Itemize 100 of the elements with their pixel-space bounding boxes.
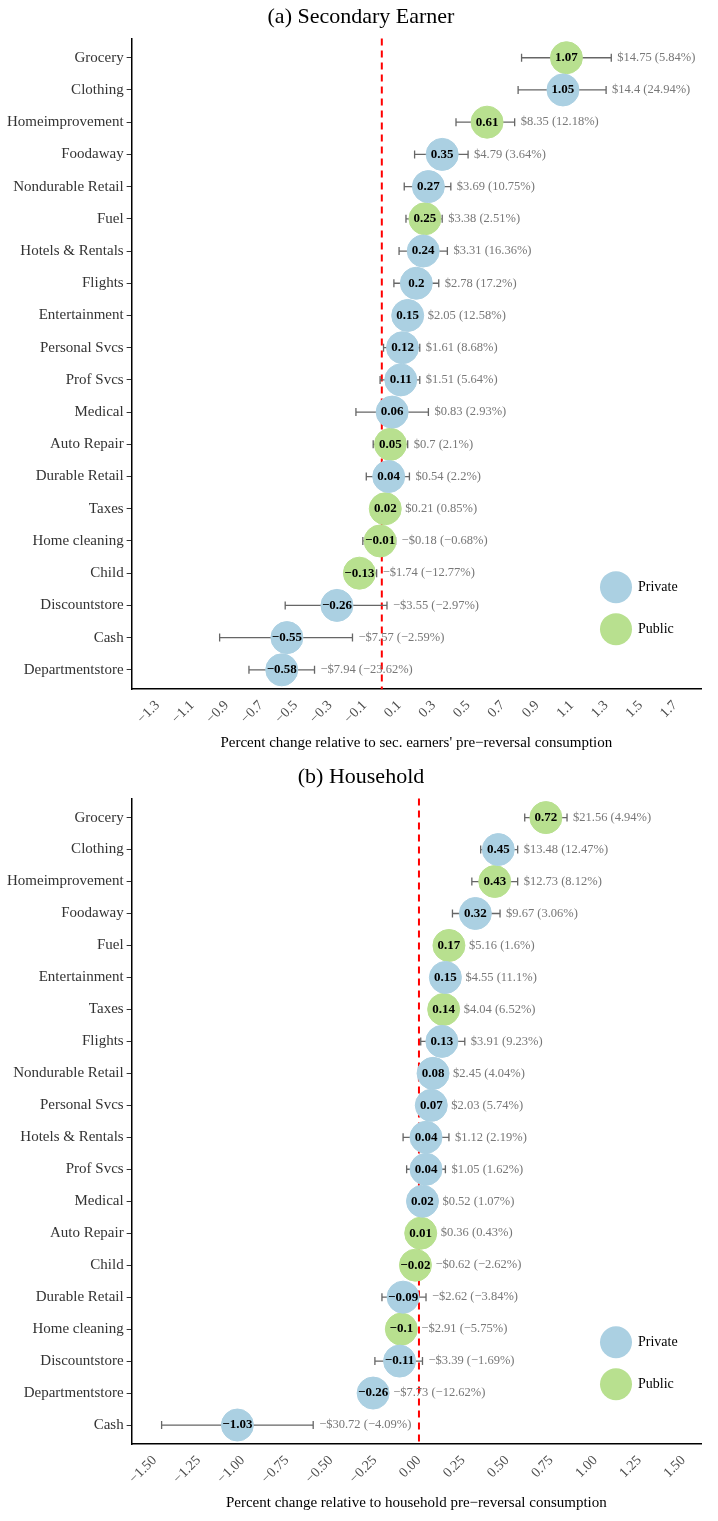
y-tick-label: Auto Repair	[49, 1224, 124, 1241]
y-tick-label: Personal Svcs	[39, 1096, 124, 1113]
data-label: 0.08	[421, 1064, 445, 1080]
legend-label: Public	[638, 620, 674, 636]
data-label: 0.25	[413, 210, 437, 226]
y-tick-label: Personal Svcs	[39, 338, 124, 355]
annotation: $5.16 (1.6%)	[468, 937, 535, 952]
x-tick-label: −0.5	[271, 697, 301, 726]
x-tick-label: 0.1	[380, 697, 404, 721]
data-label: 0.04	[414, 1128, 438, 1144]
annotation: $0.83 (2.93%)	[434, 404, 507, 419]
y-tick-label: Discountstore	[40, 596, 124, 613]
y-tick-label: Durable Retail	[35, 1288, 124, 1305]
x-tick-label: 1.1	[553, 697, 577, 721]
y-tick-label: Home cleaning	[32, 531, 125, 548]
data-label: 0.04	[414, 1160, 438, 1176]
x-tick-label: −1.3	[133, 697, 163, 726]
y-tick-label: Medical	[74, 1192, 124, 1209]
x-tick-label: 1.00	[572, 1452, 600, 1481]
annotation: $4.04 (6.52%)	[463, 1001, 536, 1016]
data-label: −0.11	[384, 1352, 415, 1368]
chart-title: (a) Secondary Earner	[267, 2, 456, 28]
data-label: −0.01	[365, 532, 396, 548]
data-label: −0.1	[389, 1320, 414, 1336]
chart-title: (b) Household	[297, 762, 425, 788]
y-tick-label: Departmentstore	[23, 660, 124, 677]
y-tick-label: Cash	[93, 628, 125, 645]
y-tick-label: Entertainment	[38, 306, 125, 323]
x-axis-title: Percent change relative to household pre−reversal consumption	[225, 1493, 608, 1510]
annotation: $1.51 (5.64%)	[425, 372, 498, 387]
data-label: 0.45	[486, 840, 511, 856]
y-tick-label: Nondurable Retail	[13, 1064, 124, 1081]
x-tick-label: 0.9	[518, 697, 542, 721]
annotation: $14.4 (24.94%)	[612, 82, 691, 97]
y-tick-label: Taxes	[88, 499, 124, 516]
annotation: −$2.91 (−5.75%)	[421, 1321, 508, 1336]
x-tick-label: −0.3	[306, 697, 335, 726]
annotation: $2.03 (5.74%)	[451, 1097, 524, 1112]
x-tick-label: 0.00	[395, 1452, 424, 1481]
annotation: $0.54 (2.2%)	[415, 468, 482, 483]
y-tick-label: Child	[90, 564, 125, 581]
annotation: $3.69 (10.75%)	[456, 178, 535, 193]
x-tick-label: 0.3	[415, 697, 439, 721]
y-tick-label: Fuel	[96, 936, 124, 953]
x-tick-label: −1.1	[168, 697, 197, 726]
x-tick-label: 0.5	[449, 697, 473, 721]
y-tick-label: Clothing	[71, 80, 125, 97]
y-tick-label: Departmentstore	[23, 1384, 124, 1400]
annotation: $1.61 (8.68%)	[425, 339, 498, 354]
y-tick-label: Grocery	[74, 808, 125, 825]
y-tick-label: Foodaway	[61, 904, 125, 921]
y-tick-label: Prof Svcs	[65, 1160, 124, 1177]
data-label: 0.06	[380, 403, 405, 419]
x-tick-label: −0.1	[340, 697, 370, 726]
data-label: −0.13	[344, 564, 375, 580]
annotation: $3.38 (2.51%)	[448, 211, 521, 226]
annotation: $2.78 (17.2%)	[444, 275, 517, 290]
annotation: $13.48 (12.47%)	[523, 841, 609, 856]
data-label: 0.15	[396, 306, 420, 322]
annotation: −$0.18 (−0.68%)	[401, 533, 488, 548]
annotation: −$7.57 (−2.59%)	[358, 629, 445, 644]
x-tick-label: 0.7	[484, 697, 508, 721]
data-label: −1.03	[222, 1416, 253, 1432]
data-label: 0.13	[430, 1032, 454, 1048]
annotation: $8.35 (12.18%)	[520, 114, 599, 129]
data-label: 0.12	[391, 339, 414, 355]
x-tick-label: 1.25	[616, 1452, 645, 1481]
y-tick-label: Nondurable Retail	[13, 177, 124, 194]
x-tick-label: 0.50	[483, 1452, 512, 1481]
y-tick-label: Medical	[74, 403, 124, 420]
y-tick-label: Home cleaning	[32, 1320, 125, 1337]
data-label: 0.11	[389, 371, 412, 387]
data-label: 0.61	[475, 113, 499, 129]
annotation: $0.52 (1.07%)	[442, 1193, 515, 1208]
x-tick-label: −0.9	[202, 697, 232, 726]
annotation: $2.05 (12.58%)	[427, 307, 506, 322]
data-label: −0.09	[388, 1288, 419, 1304]
x-tick-label: 1.5	[622, 697, 646, 721]
data-label: 0.32	[464, 904, 487, 920]
annotation: $12.73 (8.12%)	[523, 873, 602, 888]
x-tick-label: 1.7	[656, 697, 680, 721]
annotation: $1.12 (2.19%)	[454, 1129, 527, 1144]
y-tick-label: Prof Svcs	[65, 370, 124, 387]
annotation: $21.56 (4.94%)	[573, 809, 652, 824]
y-tick-label: Durable Retail	[35, 467, 124, 484]
y-tick-label: Hotels & Rentals	[20, 241, 124, 258]
y-tick-label: Auto Repair	[49, 435, 124, 452]
y-tick-label: Entertainment	[38, 968, 125, 985]
data-label: 1.07	[555, 49, 579, 65]
annotation: −$3.55 (−2.97%)	[392, 597, 479, 612]
annotation: $3.31 (16.36%)	[453, 243, 532, 258]
data-label: 0.24	[411, 242, 436, 258]
data-label: −0.02	[400, 1256, 431, 1272]
annotation: $3.91 (9.23%)	[470, 1033, 543, 1048]
y-tick-label: Flights	[81, 1032, 124, 1049]
data-label: 0.35	[430, 145, 455, 161]
annotation: $14.75 (5.84%)	[617, 50, 696, 65]
y-tick-label: Fuel	[96, 209, 124, 226]
y-tick-label: Foodaway	[61, 145, 125, 162]
annotation: −$2.62 (−3.84%)	[432, 1289, 518, 1304]
